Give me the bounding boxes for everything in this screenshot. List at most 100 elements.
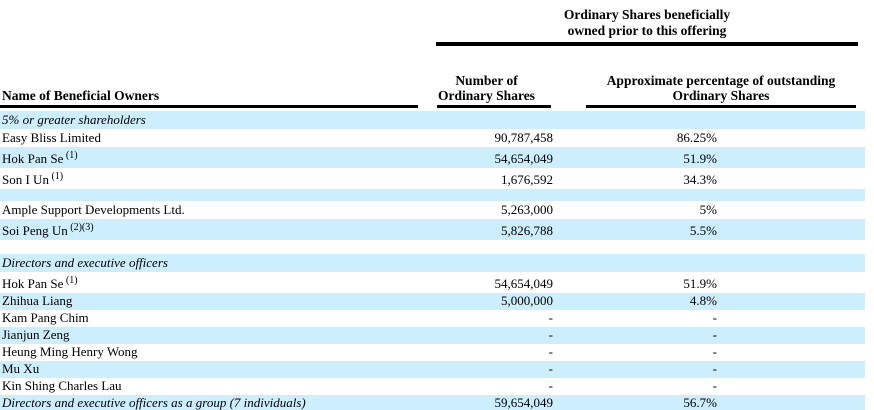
percentage-cell: - <box>712 327 717 342</box>
owner-name: Heung Ming Henry Wong <box>2 344 138 359</box>
owner-name: Son I Un <box>2 172 49 187</box>
row-filler <box>717 342 865 344</box>
percentage-cell: 86.25% <box>676 130 717 145</box>
number-of-shares-cell: 90,787,458 <box>494 130 554 145</box>
owner-name: Directors and executive officers <box>2 255 168 270</box>
percentage-cell <box>553 252 717 254</box>
owner-name: Soi Peng Un <box>2 223 68 238</box>
owner-name-cell: Easy Bliss Limited <box>0 130 420 147</box>
table-row: Mu Xu - - <box>0 361 865 378</box>
spanning-header-line1: Ordinary Shares beneficially <box>563 7 731 22</box>
row-filler <box>717 291 865 293</box>
row-filler <box>717 308 865 310</box>
footnote-reference: (1) <box>48 171 64 182</box>
number-of-shares-cell <box>420 127 553 129</box>
number-of-shares-cell: 5,826,788 <box>501 223 553 238</box>
percent-header-line2: Ordinary Shares <box>672 87 770 103</box>
owner-name-cell: Kam Pang Chim <box>0 310 420 327</box>
table-row: Directors and executive officers <box>0 254 865 272</box>
owner-name-cell: Soi Peng Un (2)(3) <box>0 223 420 240</box>
number-of-shares-cell: 5,263,000 <box>501 202 553 217</box>
owner-name: Directors and executive officers as a gr… <box>2 395 306 410</box>
number-of-shares-cell: 54,654,049 <box>494 276 554 291</box>
owner-name-cell <box>0 252 420 254</box>
number-of-shares-cell: 59,654,049 <box>494 395 554 410</box>
spanning-header-line2: owned prior to this offering <box>567 23 727 38</box>
table-row: Zhihua Liang 5,000,000 4.8% <box>0 293 865 310</box>
owner-name: Jianjun Zeng <box>2 327 70 342</box>
percentage-cell <box>553 199 717 201</box>
spanning-header-rule <box>436 42 858 46</box>
owner-name: Kam Pang Chim <box>2 310 89 325</box>
table-row: Soi Peng Un (2)(3) 5,826,788 5.5% <box>0 219 865 240</box>
table-row: Hok Pan Se (1) 54,654,049 51.9% <box>0 147 865 168</box>
table-body: 5% or greater shareholders Easy Bliss Li… <box>0 111 865 410</box>
header-underline-percent <box>586 105 856 108</box>
table-row: Son I Un (1) 1,676,592 34.3% <box>0 168 865 189</box>
percentage-cell: 51.9% <box>683 151 717 166</box>
number-of-shares-cell: - <box>548 327 553 342</box>
owner-name-cell: Son I Un (1) <box>0 172 420 189</box>
row-filler <box>717 238 865 240</box>
row-filler <box>717 325 865 327</box>
table-row: Hok Pan Se (1) 54,654,049 51.9% <box>0 272 865 293</box>
percent-header-line1: Approximate percentage of outstanding <box>606 73 836 88</box>
table-row: Easy Bliss Limited 90,787,458 86.25% <box>0 129 865 147</box>
footnote-reference: (1) <box>63 150 78 161</box>
row-filler <box>717 217 865 219</box>
column-header-number-of-shares: Number of Ordinary Shares <box>420 73 553 103</box>
percentage-cell: 5% <box>699 202 717 217</box>
owner-name: Hok Pan Se <box>2 151 64 166</box>
owner-name-cell <box>0 199 420 201</box>
owner-name-cell: Kin Shing Charles Lau <box>0 378 420 395</box>
number-of-shares-cell <box>420 252 553 254</box>
number-of-shares-cell <box>420 199 553 201</box>
table-row <box>0 189 865 201</box>
row-filler <box>717 145 865 147</box>
percentage-cell <box>553 127 717 129</box>
table-row: Heung Ming Henry Wong - - <box>0 344 865 361</box>
header-underline-number <box>437 105 551 108</box>
owner-name-cell: Zhihua Liang <box>0 293 420 310</box>
number-of-shares-cell: - <box>548 378 553 393</box>
owner-name-cell: Ample Support Developments Ltd. <box>0 202 420 219</box>
row-filler <box>717 199 865 201</box>
owner-name: Kin Shing Charles Lau <box>2 378 122 393</box>
spanning-column-header: Ordinary Shares beneficially owned prior… <box>436 7 858 39</box>
owner-name: 5% or greater shareholders <box>2 112 146 127</box>
header-underline-name <box>0 105 418 108</box>
percentage-cell <box>553 270 717 272</box>
row-filler <box>717 359 865 361</box>
table-row: 5% or greater shareholders <box>0 111 865 129</box>
owner-name-cell: Heung Ming Henry Wong <box>0 344 420 361</box>
owner-name: Mu Xu <box>2 361 40 376</box>
column-header-name: Name of Beneficial Owners <box>2 88 160 103</box>
percentage-cell: 56.7% <box>683 395 717 410</box>
table-row: Ample Support Developments Ltd. 5,263,00… <box>0 201 865 219</box>
owner-name-cell: 5% or greater shareholders <box>0 112 420 129</box>
row-filler <box>717 270 865 272</box>
row-filler <box>717 376 865 378</box>
footnote-reference: (1) <box>63 275 78 286</box>
owner-name-cell: Mu Xu <box>0 361 420 378</box>
row-filler <box>717 252 865 254</box>
number-of-shares-cell: 5,000,000 <box>501 293 553 308</box>
percentage-cell: 4.8% <box>689 293 717 308</box>
percentage-cell: - <box>712 361 717 376</box>
owner-name-cell: Directors and executive officers as a gr… <box>0 395 420 410</box>
percentage-cell: 51.9% <box>683 276 717 291</box>
owner-name-cell: Hok Pan Se (1) <box>0 276 420 293</box>
owner-name-cell: Hok Pan Se (1) <box>0 151 420 168</box>
column-header-percentage: Approximate percentage of outstanding Or… <box>566 73 874 103</box>
number-of-shares-cell <box>420 270 553 272</box>
owner-name-cell: Jianjun Zeng <box>0 327 420 344</box>
number-of-shares-cell: - <box>548 310 553 325</box>
percentage-cell: - <box>712 344 717 359</box>
number-of-shares-cell: - <box>548 361 553 376</box>
row-filler <box>717 393 865 395</box>
owner-name: Hok Pan Se <box>2 276 64 291</box>
row-filler <box>717 166 865 168</box>
owner-name: Zhihua Liang <box>2 293 73 308</box>
number-of-shares-cell: 1,676,592 <box>501 172 553 187</box>
